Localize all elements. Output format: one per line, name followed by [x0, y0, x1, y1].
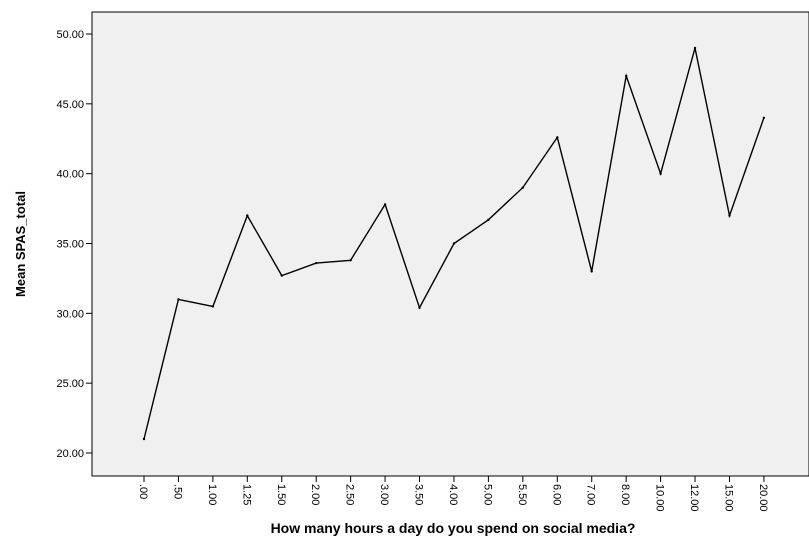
- x-tick-label: 1.25: [240, 484, 252, 505]
- x-tick-label: 10.00: [654, 484, 666, 512]
- data-point: [728, 214, 731, 217]
- y-axis-ticks: 20.00 25.00 30.00 35.00 40.00 45.00 50.00: [56, 29, 92, 460]
- data-point: [349, 259, 352, 262]
- x-tick-label: 15.00: [722, 484, 734, 512]
- data-point: [383, 203, 387, 206]
- x-tick-label: .50: [171, 484, 183, 499]
- x-axis-ticks: .00 .50 1.00 1.25 1.50 2.00 2.50 3.00 3.50 4.00 5.…: [137, 476, 769, 512]
- data-point: [211, 305, 215, 308]
- data-point: [315, 261, 318, 265]
- x-tick-label: 3.00: [378, 484, 390, 505]
- y-tick-label: 50.00: [56, 29, 84, 41]
- data-point: [418, 306, 421, 309]
- x-tick-label: 2.00: [309, 484, 321, 505]
- y-tick-label: 20.00: [56, 448, 84, 460]
- data-point: [246, 214, 249, 217]
- x-tick-label: 20.00: [757, 484, 769, 512]
- data-point: [452, 242, 456, 245]
- x-tick-label: 8.00: [619, 484, 631, 505]
- data-point: [556, 136, 559, 139]
- x-axis-title: How many hours a day do you spend on soc…: [271, 520, 636, 536]
- data-point: [487, 218, 490, 221]
- data-point: [625, 74, 628, 78]
- x-tick-label: 5.50: [516, 484, 528, 505]
- series-points: [142, 46, 766, 441]
- x-tick-label: 5.00: [481, 484, 493, 505]
- data-point: [762, 116, 766, 120]
- data-point: [280, 274, 283, 277]
- x-tick-label: 2.50: [344, 484, 356, 505]
- y-tick-label: 45.00: [56, 99, 84, 111]
- data-point: [177, 298, 180, 301]
- x-tick-label: 12.00: [688, 484, 700, 512]
- x-tick-label: .00: [137, 484, 149, 499]
- x-tick-label: 7.00: [585, 484, 597, 505]
- plot-area: [91, 11, 809, 477]
- x-tick-label: 1.50: [275, 484, 287, 505]
- data-point: [659, 172, 662, 175]
- y-axis-title: Mean SPAS_total: [13, 191, 28, 297]
- x-tick-label: 3.50: [413, 484, 425, 505]
- data-point: [142, 437, 146, 441]
- data-point: [521, 186, 524, 189]
- data-point: [590, 270, 593, 273]
- x-tick-label: 4.00: [447, 484, 459, 505]
- y-tick-label: 40.00: [56, 169, 84, 181]
- y-tick-label: 35.00: [56, 239, 84, 251]
- y-tick-label: 30.00: [56, 308, 84, 320]
- y-tick-label: 25.00: [56, 378, 84, 390]
- x-tick-label: 6.00: [550, 484, 562, 505]
- data-point: [693, 46, 697, 50]
- x-tick-label: 1.00: [206, 484, 218, 505]
